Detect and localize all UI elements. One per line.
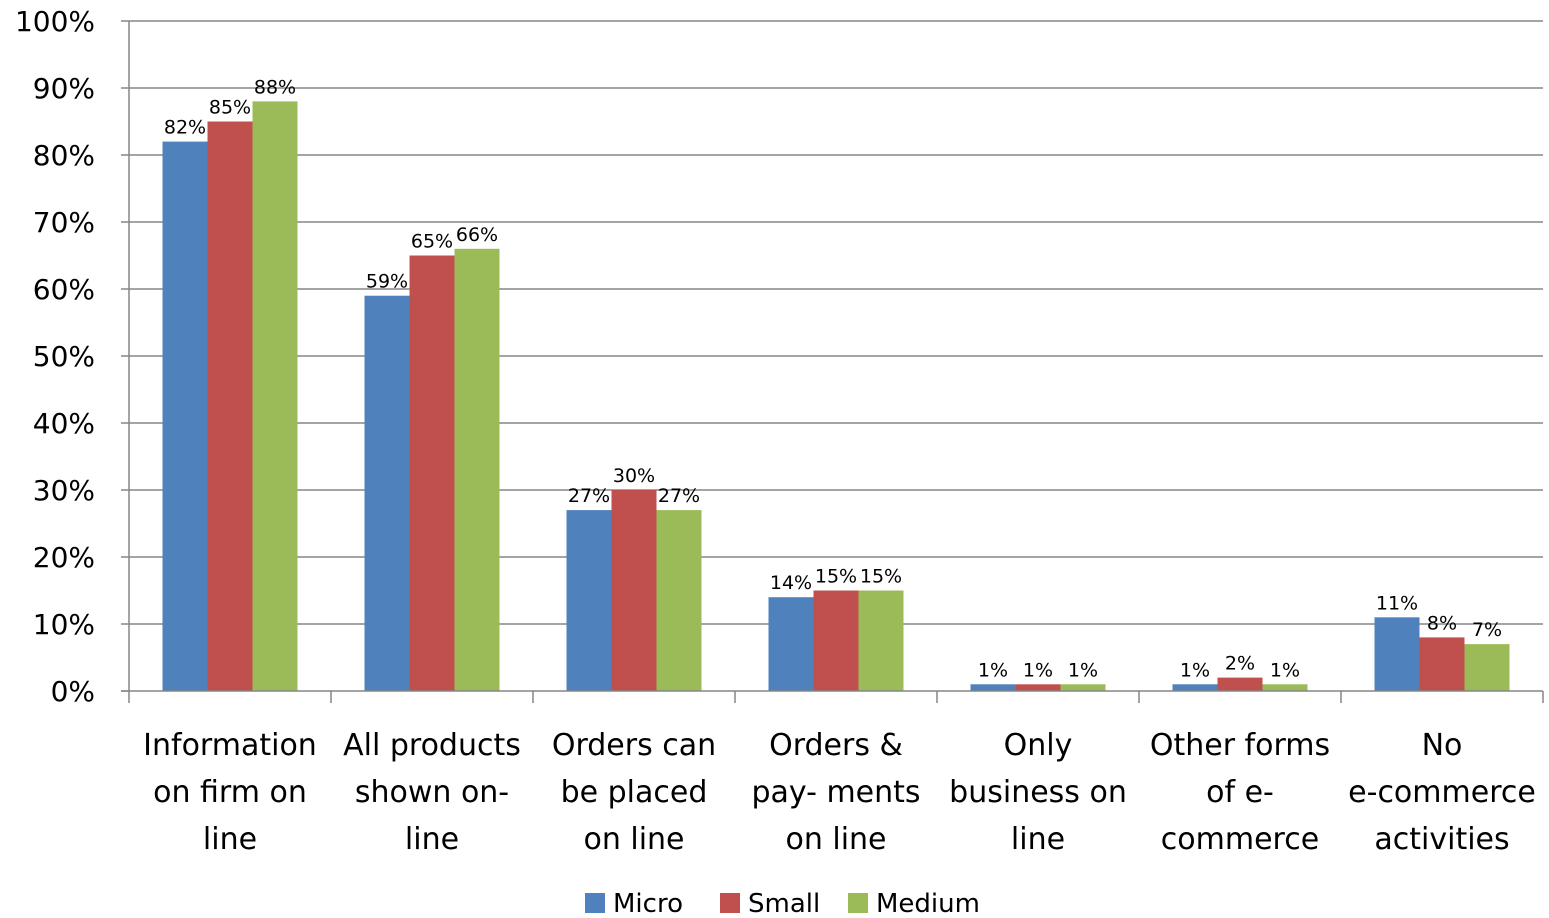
data-label: 59% <box>366 271 408 293</box>
x-category-label: commerce <box>1161 822 1319 857</box>
bar-medium <box>1262 684 1308 691</box>
x-category-label: line <box>203 822 257 857</box>
legend: Micro Small Medium <box>585 889 980 918</box>
axes <box>121 20 1544 703</box>
x-category-label: pay- ments <box>751 775 920 810</box>
legend-label: Small <box>748 889 820 918</box>
x-category-label: Information <box>143 728 317 763</box>
bar-series <box>162 101 1510 692</box>
bar-small <box>1217 677 1263 691</box>
data-label: 27% <box>568 485 610 507</box>
data-label: 65% <box>411 231 453 253</box>
x-category-label: on firm on <box>153 775 307 810</box>
data-label: 1% <box>1270 659 1300 681</box>
bar-small <box>813 590 859 691</box>
legend-label: Medium <box>876 889 980 918</box>
y-tick-label: 10% <box>33 608 95 641</box>
y-tick-label: 90% <box>33 72 95 105</box>
bar-micro <box>364 295 410 691</box>
y-tick-label: 30% <box>33 474 95 507</box>
data-label: 14% <box>770 572 812 594</box>
legend-label: Micro <box>613 889 683 918</box>
legend-swatch-small <box>720 893 740 913</box>
x-axis-category-labels: Information on firm on line All products sho… <box>143 728 1536 857</box>
x-category-label: All products <box>343 728 521 763</box>
bar-small <box>207 121 253 691</box>
x-category-label: of e- <box>1206 775 1274 810</box>
x-category-label: Only <box>1004 728 1073 763</box>
x-category-label: on line <box>785 822 886 857</box>
bar-medium <box>858 590 904 691</box>
data-label: 1% <box>978 659 1008 681</box>
y-axis-tick-labels: 0% 10% 20% 30% 40% 50% 60% 70% 80% 90% 100% <box>15 5 95 708</box>
y-tick-label: 0% <box>51 675 95 708</box>
data-label: 1% <box>1180 659 1210 681</box>
data-label: 1% <box>1068 659 1098 681</box>
data-label: 8% <box>1427 612 1457 634</box>
x-category-label: No <box>1422 728 1463 763</box>
data-label: 1% <box>1023 659 1053 681</box>
x-category-label: business on <box>949 775 1127 810</box>
data-label: 85% <box>209 97 251 119</box>
data-label: 27% <box>658 485 700 507</box>
bar-small <box>1419 637 1465 691</box>
bar-micro <box>768 597 814 691</box>
bar-small <box>1015 684 1061 691</box>
y-tick-label: 80% <box>33 139 95 172</box>
bar-medium <box>252 101 298 691</box>
bar-micro <box>1172 684 1218 691</box>
bar-medium <box>656 510 702 691</box>
data-label: 88% <box>254 76 296 98</box>
x-category-label: Orders & <box>769 728 903 763</box>
x-category-label: be placed <box>561 775 708 810</box>
bar-small <box>611 490 657 691</box>
x-category-label: e-commerce <box>1348 775 1536 810</box>
y-tick-label: 20% <box>33 541 95 574</box>
bar-micro <box>1374 617 1420 691</box>
data-labels: 82%85%88%59%65% 66%27%30%27%14% 15% 15%1% 1%… <box>164 76 1502 681</box>
bar-small <box>409 255 455 691</box>
y-tick-label: 70% <box>33 206 95 239</box>
data-label: 30% <box>613 465 655 487</box>
y-tick-label: 100% <box>15 5 95 38</box>
x-category-label: line <box>1011 822 1065 857</box>
legend-swatch-medium <box>848 893 868 913</box>
x-category-label: on line <box>583 822 684 857</box>
bar-micro <box>162 141 208 692</box>
data-label: 11% <box>1376 592 1418 614</box>
y-tick-label: 60% <box>33 273 95 306</box>
x-category-label: activities <box>1374 822 1509 857</box>
data-label: 15% <box>860 566 902 588</box>
legend-swatch-micro <box>585 893 605 913</box>
x-category-label: Other forms <box>1150 728 1330 763</box>
data-label: 2% <box>1225 653 1255 675</box>
bar-medium <box>1464 644 1510 691</box>
data-label: 15% <box>815 566 857 588</box>
x-category-label: line <box>405 822 459 857</box>
data-label: 82% <box>164 117 206 139</box>
bar-medium <box>454 248 500 692</box>
bar-micro <box>566 510 612 691</box>
bar-micro <box>970 684 1016 691</box>
data-label: 7% <box>1472 619 1502 641</box>
data-label: 66% <box>456 224 498 246</box>
y-tick-label: 40% <box>33 407 95 440</box>
x-category-label: shown on- <box>355 775 509 810</box>
bar-medium <box>1060 684 1106 691</box>
y-tick-label: 50% <box>33 340 95 373</box>
x-category-label: Orders can <box>552 728 716 763</box>
gridlines <box>129 20 1543 625</box>
